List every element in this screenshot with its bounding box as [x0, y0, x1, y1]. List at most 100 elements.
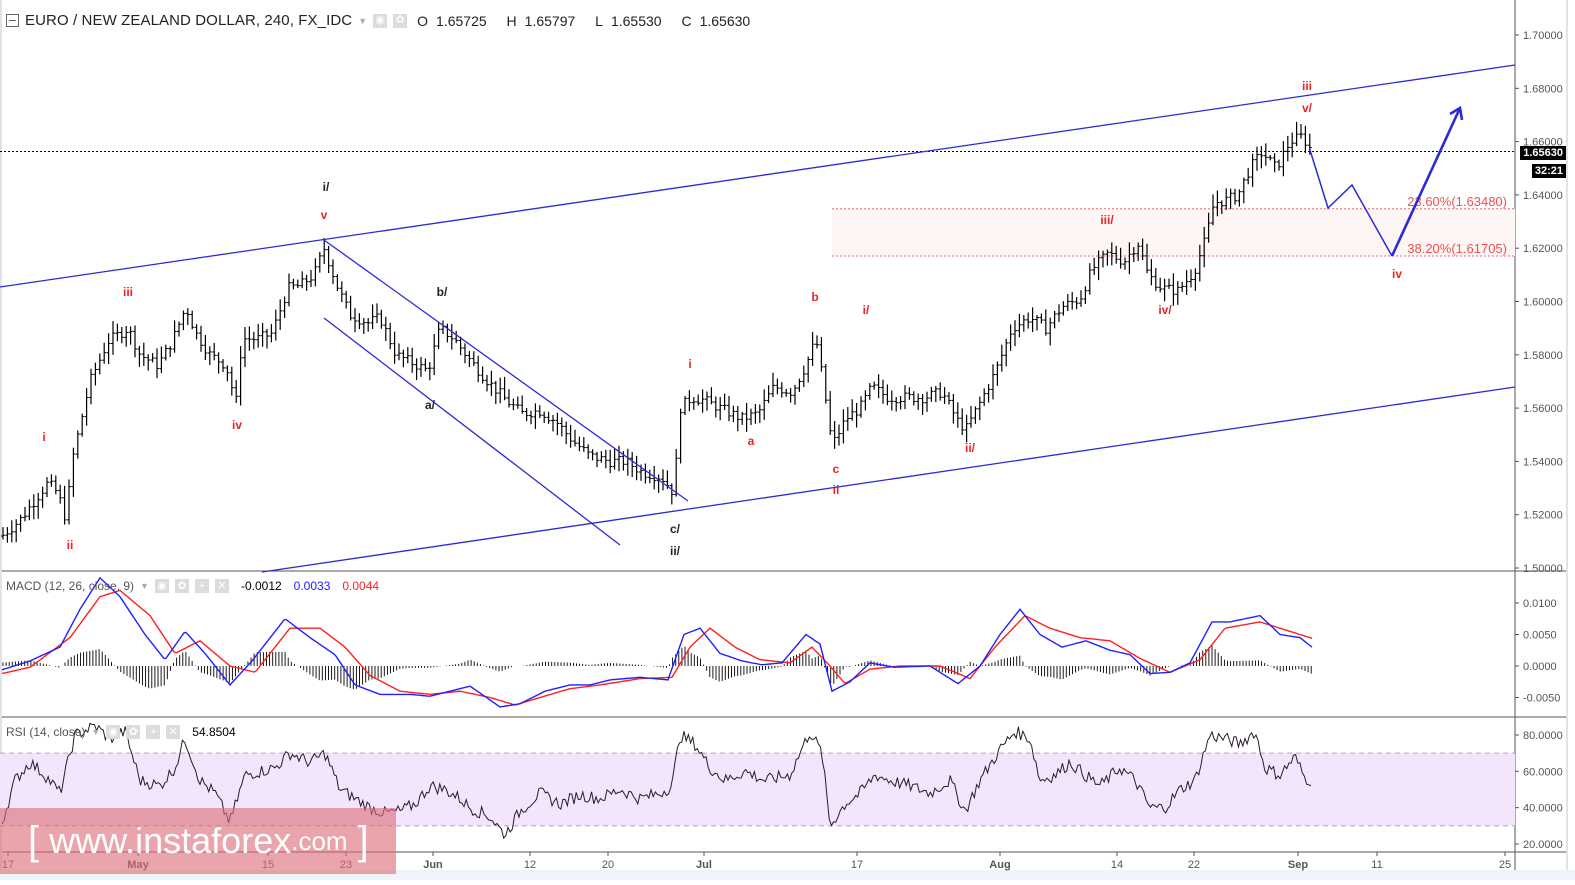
wave-label: ii [833, 483, 840, 497]
current-price-tag: 1.65630 [1520, 146, 1566, 160]
time-axis-tick: 11 [1371, 859, 1382, 871]
wave-label: ii [67, 538, 74, 552]
eye-icon[interactable]: ◉ [154, 579, 169, 593]
wave-label: ii/ [965, 441, 976, 455]
trend-channels[interactable] [0, 64, 1516, 573]
watermark-domain: .com [291, 825, 348, 856]
wave-labels: iiiiiiivvi/a/b/c/ii/iabciii/ii/iii/iv/ii… [42, 79, 1402, 558]
ohlc-values: O 1.65725 H 1.65797 L 1.65530 C 1.65630 [417, 13, 766, 29]
time-axis-tick: Jun [423, 859, 443, 871]
bracket-left: [ [28, 818, 40, 863]
high-value: H 1.65797 [506, 12, 576, 29]
add-icon[interactable]: + [146, 725, 161, 739]
upper-channel-line[interactable] [0, 64, 1516, 288]
bar-countdown: 32:21 [1531, 164, 1566, 178]
macd-axis-tick: 0.0000 [1523, 661, 1557, 673]
time-axis-tick: Jul [696, 859, 712, 871]
close-icon[interactable]: ✕ [166, 725, 181, 739]
corrective-upper-line[interactable] [323, 239, 689, 502]
time-axis-tick: 17 [851, 859, 863, 871]
rsi-legend: RSI (14, close) ▼ ◉ ✿ + ✕ 54.8504 [6, 725, 236, 739]
close-icon[interactable]: ✕ [214, 579, 229, 593]
macd-histogram-value: -0.0012 [240, 579, 282, 593]
wave-label: iii [1302, 79, 1312, 93]
fib-level-label: 38.20%(1.61705) [1407, 241, 1507, 256]
macd-label[interactable]: MACD (12, 26, close, 9) [6, 579, 135, 593]
lower-channel-line[interactable] [261, 386, 1516, 573]
macd-axis-tick: -0.0050 [1523, 693, 1560, 705]
price-axis-tick: 1.62000 [1523, 243, 1563, 255]
rsi-axis-tick: 40.0000 [1523, 803, 1563, 815]
wave-label: i [42, 430, 45, 444]
symbol-title[interactable]: EURO / NEW ZEALAND DOLLAR, 240, FX_IDC [25, 12, 353, 29]
wave-label: i/ [863, 303, 870, 317]
eye-icon[interactable]: ◉ [373, 13, 388, 28]
macd-pane [1, 576, 1313, 708]
rsi-line [1, 722, 1312, 840]
price-axis-tick: 1.56000 [1523, 403, 1563, 415]
wave-label: iii/ [1100, 213, 1114, 227]
time-axis-tick: Sep [1288, 859, 1308, 871]
dropdown-caret-icon[interactable]: ▼ [91, 727, 101, 737]
wave-label: iv/ [1158, 303, 1172, 317]
time-axis-tick: 20 [602, 859, 614, 871]
corrective-lower-line[interactable] [323, 317, 621, 546]
wave-label: b/ [437, 285, 448, 299]
macd-axis-tick: 0.0050 [1523, 630, 1557, 642]
price-axis-tick: 1.54000 [1523, 456, 1563, 468]
wave-label: c [833, 462, 840, 476]
watermark-text: www.instaforex [49, 820, 292, 861]
wave-label: i/ [323, 180, 330, 194]
add-icon[interactable]: + [194, 579, 209, 593]
wave-label: c/ [670, 522, 681, 536]
wave-label: a/ [425, 398, 436, 412]
wave-label: iv [1392, 267, 1402, 281]
fib-level-label: 23.60%(1.63480) [1407, 194, 1507, 209]
collapse-icon[interactable] [6, 14, 19, 27]
time-axis-tick: Aug [989, 859, 1010, 871]
macd-line [1, 576, 1313, 708]
price-axis-tick: 1.70000 [1523, 30, 1563, 42]
wave-label: v/ [1302, 101, 1313, 115]
low-value: L 1.65530 [595, 12, 662, 29]
macd-line-value: 0.0033 [293, 579, 331, 593]
settings-icon[interactable]: ✿ [393, 13, 408, 28]
macd-legend: MACD (12, 26, close, 9) ▼ ◉ ✿ + ✕ -0.001… [6, 579, 379, 593]
rsi-label[interactable]: RSI (14, close) [6, 725, 86, 739]
dropdown-caret-icon[interactable]: ▼ [358, 15, 368, 26]
close-value: C 1.65630 [681, 12, 751, 29]
projection-arrow[interactable] [1390, 107, 1462, 257]
eye-icon[interactable]: ◉ [106, 725, 121, 739]
macd-signal-value: 0.0044 [342, 579, 380, 593]
watermark: [ www.instaforex .com ] [0, 808, 396, 874]
fibonacci-retracement[interactable]: 23.60%(1.63480) 38.20%(1.61705) [832, 194, 1515, 257]
settings-icon[interactable]: ✿ [126, 725, 141, 739]
price-axis-tick: 1.68000 [1523, 83, 1563, 95]
bracket-right: ] [357, 818, 369, 863]
dropdown-caret-icon[interactable]: ▼ [140, 581, 149, 591]
wave-label: ii/ [670, 544, 681, 558]
rsi-axis-tick: 60.0000 [1523, 766, 1563, 778]
arrow-head-icon [1449, 105, 1464, 121]
wave-label: iii [123, 285, 133, 299]
rsi-axis-tick: 80.0000 [1523, 730, 1563, 742]
symbol-legend: EURO / NEW ZEALAND DOLLAR, 240, FX_IDC ▼… [6, 12, 766, 29]
price-axis-tick: 1.64000 [1523, 190, 1563, 202]
price-axis-tick: 1.52000 [1523, 510, 1563, 522]
time-axis-tick: 12 [524, 859, 536, 871]
time-axis-tick: 14 [1111, 859, 1123, 871]
settings-icon[interactable]: ✿ [174, 579, 189, 593]
time-axis-tick: 25 [1499, 859, 1511, 871]
macd-axis-tick: 0.0100 [1523, 598, 1557, 610]
wave-label: v [321, 208, 328, 222]
price-axis-tick: 1.66000 [1523, 137, 1563, 149]
rsi-axis-tick: 20.0000 [1523, 839, 1563, 851]
wave-label: b [811, 290, 818, 304]
projection-path[interactable] [1309, 149, 1393, 257]
price-bars [1, 121, 1312, 543]
rsi-value: 54.8504 [192, 725, 236, 739]
price-axis-tick: 1.58000 [1523, 350, 1563, 362]
